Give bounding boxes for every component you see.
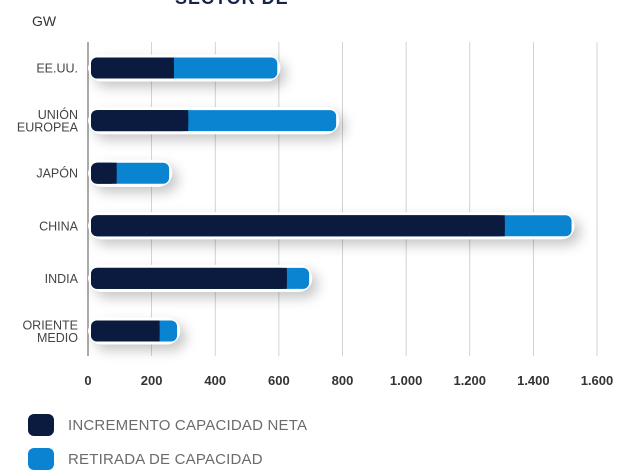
x-tick-label: 200 <box>141 373 163 388</box>
x-tick-labels: 0 200 400 600 800 1.000 1.200 1.400 1.600 <box>84 373 613 388</box>
x-tick-label: 800 <box>332 373 354 388</box>
bar-incremento-fill <box>97 320 160 342</box>
legend-label-retirada: RETIRADA DE CAPACIDAD <box>68 450 263 468</box>
category-label: EE.UU. <box>36 62 78 76</box>
gridlines <box>87 42 598 356</box>
bar-incremento-fill <box>97 162 117 184</box>
legend-label-incremento: INCREMENTO CAPACIDAD NETA <box>68 416 308 434</box>
legend-item-retirada: RETIRADA DE CAPACIDAD <box>28 442 307 476</box>
y-axis-unit-label: GW <box>32 13 57 29</box>
legend: INCREMENTO CAPACIDAD NETA RETIRADA DE CA… <box>28 408 307 476</box>
category-labels: EE.UU. UNIÓN EUROPEA JAPÓN CHINA INDIA ORIENTE… <box>17 62 79 345</box>
category-label: UNIÓN EUROPEA <box>17 107 79 135</box>
stacked-bar-chart: GW EE.UU. UNIÓN EUROPEA JAPÓN CHINA INDIA ORIE… <box>17 13 613 388</box>
x-tick-label: 600 <box>268 373 290 388</box>
x-tick-label: 0 <box>84 373 91 388</box>
category-label: JAPÓN <box>36 166 78 181</box>
x-tick-label: 1.400 <box>517 373 550 388</box>
bar-incremento-fill <box>97 267 287 289</box>
bar-incremento-fill <box>97 215 505 237</box>
bar-incremento-fill <box>97 110 189 132</box>
legend-swatch-incremento <box>28 414 54 436</box>
legend-item-incremento: INCREMENTO CAPACIDAD NETA <box>28 408 307 442</box>
bar-incremento-fill <box>97 57 174 79</box>
x-tick-label: 1.000 <box>390 373 423 388</box>
x-tick-label: 1.200 <box>453 373 486 388</box>
bars <box>88 54 575 345</box>
category-label: INDIA <box>45 272 79 286</box>
category-label: CHINA <box>39 219 79 233</box>
legend-swatch-retirada <box>28 448 54 470</box>
chart-title-cropped: SECTOR DE <box>175 0 289 9</box>
category-label: ORIENTE MEDIO <box>22 318 78 345</box>
x-tick-label: 1.600 <box>581 373 614 388</box>
x-tick-label: 400 <box>204 373 226 388</box>
